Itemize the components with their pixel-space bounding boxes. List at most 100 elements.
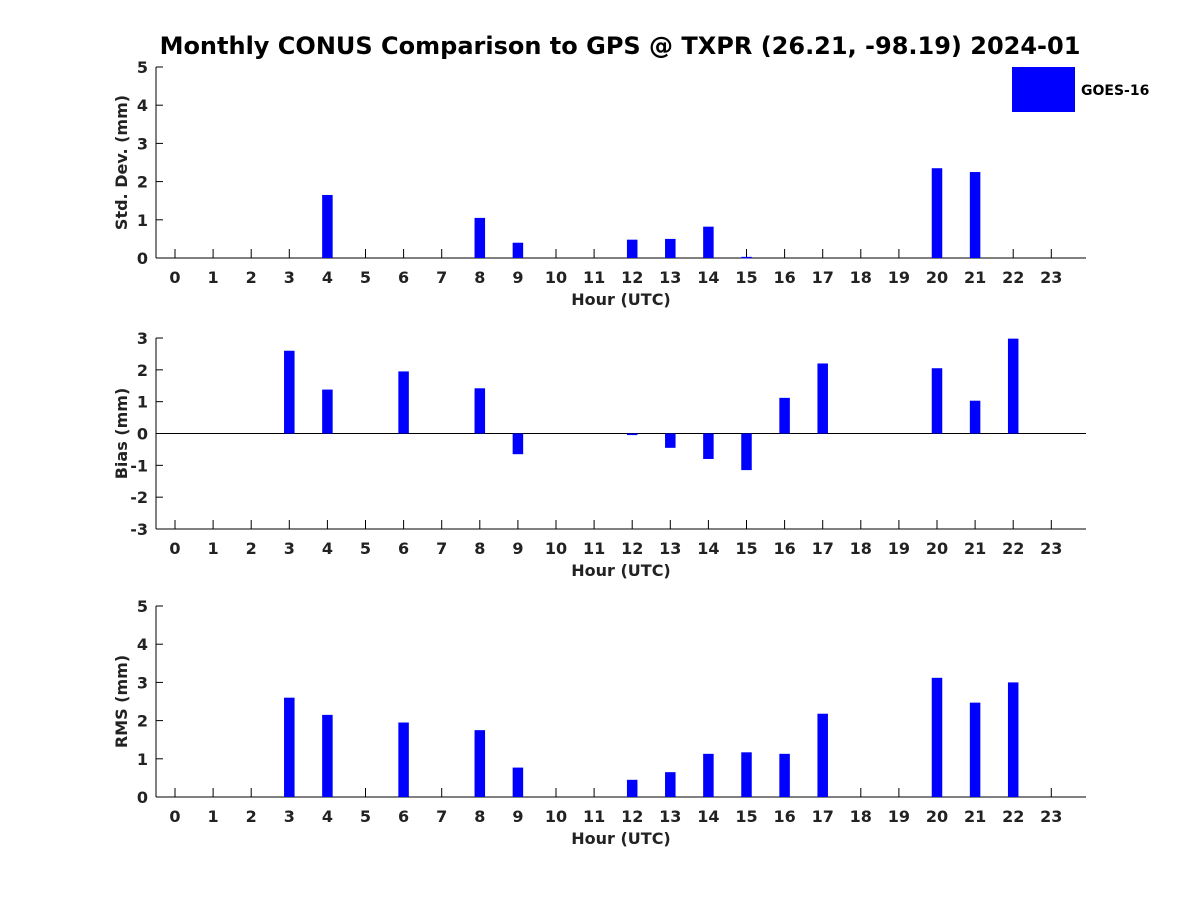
x-tick-label: 5 [360,807,371,826]
x-tick-label: 6 [398,539,409,558]
x-tick-label: 20 [926,539,948,558]
x-tick-label: 13 [659,268,681,287]
figure-title: Monthly CONUS Comparison to GPS @ TXPR (… [160,32,1081,60]
bar-hour-4 [322,714,333,797]
bar-hour-4 [322,194,333,258]
y-axis-label: Std. Dev. (mm) [112,95,131,230]
x-tick-label: 19 [888,807,910,826]
x-axis-label: Hour (UTC) [571,290,671,309]
x-tick-label: 4 [322,268,333,287]
bar-hour-15 [741,752,752,797]
x-tick-label: 12 [621,268,643,287]
bar-hour-14 [703,433,714,459]
bar-hour-15 [741,256,752,259]
y-tick-label: 5 [137,58,148,77]
x-tick-label: 6 [398,807,409,826]
x-tick-label: 10 [545,807,567,826]
bar-hour-4 [322,389,333,434]
bar-hour-12 [626,239,638,258]
x-tick-label: 17 [812,268,834,287]
x-tick-label: 1 [208,807,219,826]
bar-hour-8 [474,217,486,258]
y-tick-label: 5 [137,597,148,616]
x-tick-label: 16 [773,268,795,287]
y-tick-label: 1 [137,211,148,230]
x-tick-label: 9 [512,539,523,558]
x-tick-label: 13 [659,807,681,826]
x-tick-label: 12 [621,539,643,558]
y-tick-label: 4 [137,635,148,654]
x-tick-label: 11 [583,268,605,287]
x-tick-label: 12 [621,807,643,826]
bar-hour-21 [969,400,981,434]
bar-hour-16 [779,397,790,434]
x-tick-label: 9 [512,268,523,287]
y-tick-label: -1 [130,456,148,475]
x-tick-label: 0 [169,539,180,558]
x-tick-label: 2 [246,807,257,826]
x-tick-label: 15 [735,807,757,826]
x-tick-label: 17 [812,539,834,558]
bar-hour-13 [665,433,676,448]
bar-hour-13 [665,238,676,258]
x-tick-label: 9 [512,807,523,826]
bar-hour-22 [1007,338,1019,434]
y-tick-label: 2 [137,712,148,731]
bar-hour-8 [474,388,486,434]
bar-hour-21 [969,702,981,797]
x-tick-label: 20 [926,268,948,287]
x-tick-label: 23 [1040,268,1062,287]
y-tick-label: 1 [137,750,148,769]
x-tick-label: 14 [697,807,719,826]
x-tick-label: 19 [888,539,910,558]
bar-hour-3 [284,697,295,797]
x-tick-label: 21 [964,268,986,287]
x-tick-label: 22 [1002,539,1024,558]
y-tick-label: 1 [137,393,148,412]
bar-hour-6 [398,722,409,797]
bar-hour-9 [512,767,524,797]
bar-hour-12 [626,779,638,797]
y-tick-label: 4 [137,96,148,115]
x-tick-label: 0 [169,268,180,287]
x-tick-label: 7 [436,807,447,826]
y-tick-label: -3 [130,520,148,539]
bar-hour-9 [512,242,524,258]
x-tick-label: 4 [322,539,333,558]
x-tick-label: 21 [964,807,986,826]
x-tick-label: 0 [169,807,180,826]
x-axis-label: Hour (UTC) [571,829,671,848]
x-tick-label: 18 [850,539,872,558]
x-tick-label: 8 [474,539,485,558]
bar-hour-15 [741,433,752,471]
legend: GOES-16 [1012,67,1149,112]
x-tick-label: 16 [773,539,795,558]
x-tick-label: 3 [284,539,295,558]
x-tick-label: 10 [545,539,567,558]
bar-hour-6 [398,371,409,434]
x-axis-label: Hour (UTC) [571,561,671,580]
bar-hour-17 [817,363,828,434]
x-tick-label: 22 [1002,268,1024,287]
bar-hour-14 [703,226,714,258]
legend-label: GOES-16 [1081,83,1149,99]
y-tick-label: 3 [137,329,148,348]
x-tick-label: 5 [360,539,371,558]
x-tick-label: 1 [208,268,219,287]
x-tick-label: 8 [474,268,485,287]
y-tick-label: 0 [137,425,148,444]
x-tick-label: 22 [1002,807,1024,826]
bar-hour-22 [1007,682,1019,797]
bar-hour-8 [474,730,486,797]
x-tick-label: 2 [246,268,257,287]
bar-hour-16 [779,753,790,797]
x-tick-label: 23 [1040,807,1062,826]
bar-hour-12 [626,433,638,436]
bar-hour-20 [931,168,943,258]
x-tick-label: 15 [735,539,757,558]
y-tick-label: 2 [137,173,148,192]
bar-hour-21 [969,172,981,258]
x-tick-label: 10 [545,268,567,287]
x-tick-label: 18 [850,268,872,287]
